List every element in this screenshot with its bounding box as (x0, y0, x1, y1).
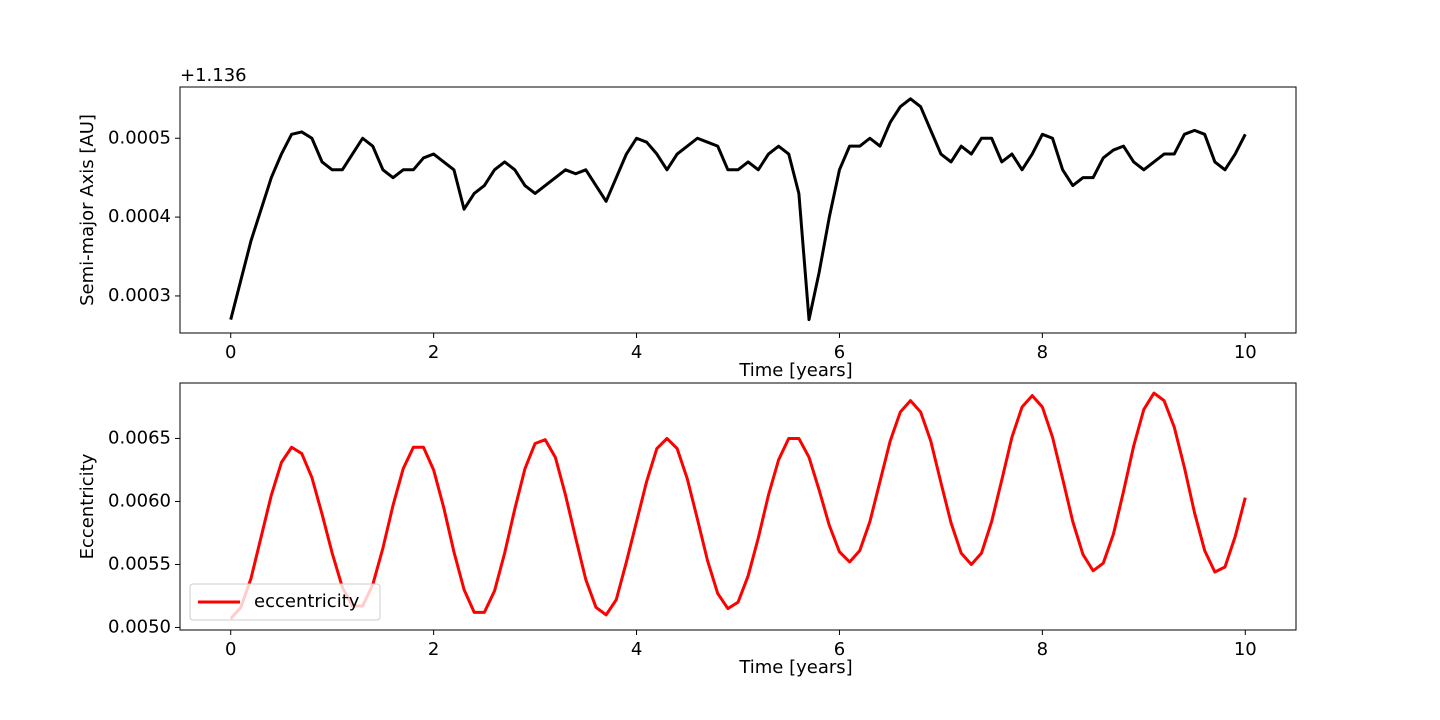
x-axis-label: Time [years] (738, 360, 852, 381)
x-tick-label: 6 (834, 639, 845, 660)
x-tick-label: 0 (225, 639, 236, 660)
y-axis-label: Eccentricity (77, 453, 98, 559)
x-tick-label: 6 (834, 342, 845, 363)
y-axis-label: Semi-major Axis [AU] (77, 114, 98, 306)
x-tick-label: 4 (631, 342, 642, 363)
y-tick-label: 0.0005 (108, 127, 171, 148)
y-tick-label: 0.0050 (108, 616, 171, 637)
x-tick-label: 2 (428, 639, 439, 660)
y-tick-label: 0.0055 (108, 553, 171, 574)
x-tick-label: 8 (1037, 342, 1048, 363)
y-tick-label: 0.0004 (108, 206, 171, 227)
data-line (229, 97, 1247, 322)
x-tick-label: 10 (1234, 639, 1257, 660)
data-line (229, 391, 1247, 620)
y-tick-label: 0.0060 (108, 490, 171, 511)
x-axis-label: Time [years] (738, 657, 852, 678)
axes-frame (179, 382, 1297, 631)
x-tick-label: 0 (225, 342, 236, 363)
x-tick-label: 10 (1234, 342, 1257, 363)
x-tick-label: 8 (1037, 639, 1048, 660)
legend-box (189, 583, 381, 621)
y-tick-label: 0.0003 (108, 285, 171, 306)
y-tick-label: 0.0065 (108, 427, 171, 448)
x-tick-label: 2 (428, 342, 439, 363)
legend-label: eccentricity (254, 591, 360, 612)
axis-offset-label: +1.136 (180, 65, 247, 86)
x-tick-label: 4 (631, 639, 642, 660)
axes-frame (179, 86, 1297, 334)
